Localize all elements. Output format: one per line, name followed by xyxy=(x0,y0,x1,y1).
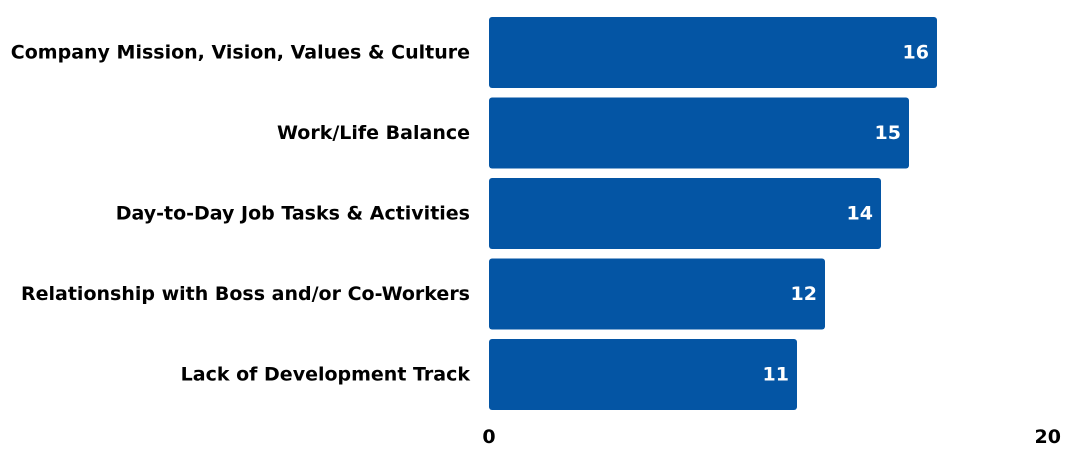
data-label: 14 xyxy=(847,203,873,225)
bar xyxy=(489,339,797,410)
bar xyxy=(489,178,881,249)
bar xyxy=(489,97,909,169)
category-label: Work/Life Balance xyxy=(277,122,470,144)
data-label: 11 xyxy=(763,364,789,386)
bar xyxy=(489,17,937,88)
bar xyxy=(489,258,825,330)
x-tick-label: 0 xyxy=(482,426,495,448)
category-label: Company Mission, Vision, Values & Cultur… xyxy=(11,42,470,64)
category-label: Relationship with Boss and/or Co-Workers xyxy=(21,283,470,305)
data-label: 15 xyxy=(875,122,901,144)
data-label: 16 xyxy=(903,42,929,64)
data-label: 12 xyxy=(791,283,817,305)
category-label: Day-to-Day Job Tasks & Activities xyxy=(116,203,470,225)
category-label: Lack of Development Track xyxy=(181,364,471,386)
x-tick-label: 20 xyxy=(1035,426,1061,448)
